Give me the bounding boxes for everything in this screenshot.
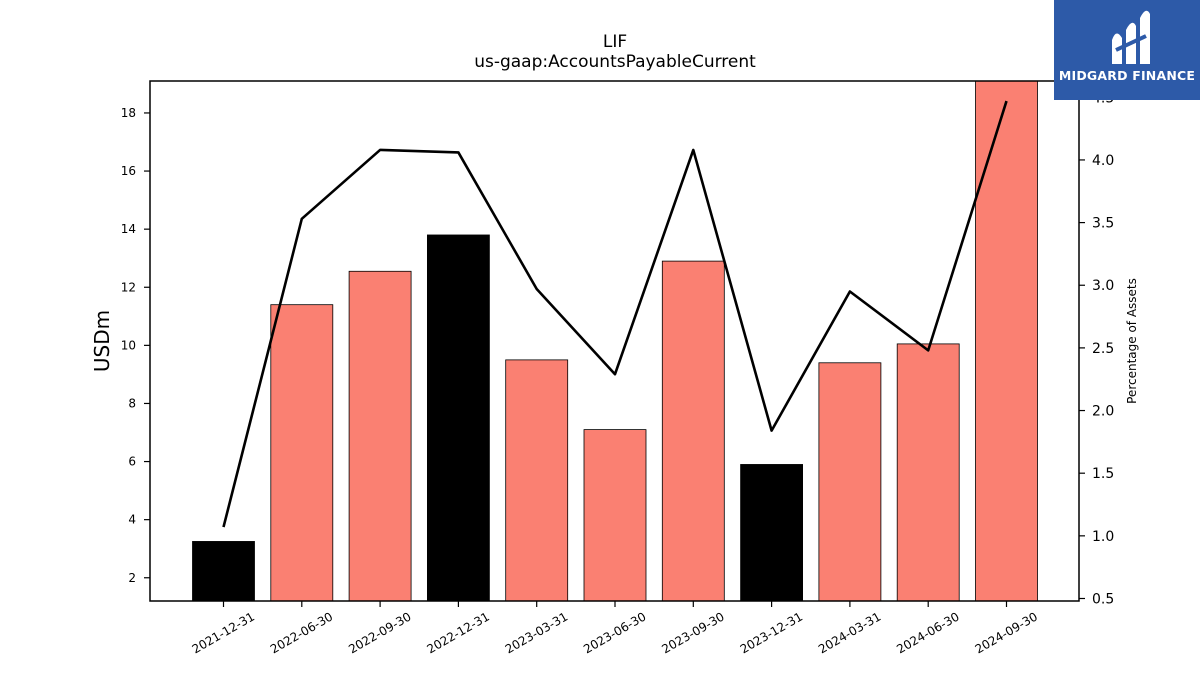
bar-2023-03-31 (505, 359, 569, 602)
bar-2023-12-31 (740, 464, 803, 602)
bar-2023-06-30 (583, 429, 647, 602)
y2-tick-label: 0.5 (1092, 591, 1114, 607)
y-tick-label: 2 (128, 571, 136, 585)
x-tick-label: 2023-06-30 (581, 609, 648, 656)
x-tick-label: 2024-09-30 (973, 609, 1040, 656)
y-tick-label: 8 (128, 396, 136, 410)
chart-subtitle: us-gaap:AccountsPayableCurrent (474, 52, 756, 72)
x-tick-label: 2022-09-30 (346, 609, 413, 656)
y2-axis: 0.51.01.52.02.53.03.54.04.5 (1079, 90, 1114, 607)
y-tick-label: 18 (121, 106, 136, 120)
x-tick-label: 2023-12-31 (738, 609, 805, 656)
y-tick-label: 4 (128, 513, 136, 527)
y2-tick-label: 1.5 (1092, 466, 1114, 482)
bar-2022-12-31 (426, 234, 490, 602)
bar-2024-06-30 (896, 343, 960, 602)
y-tick-label: 12 (121, 280, 136, 294)
x-tick-label: 2023-09-30 (659, 609, 726, 656)
y-tick-label: 14 (121, 222, 136, 236)
x-axis: 2021-12-31 2022-06-30 2022-09-30 2022-12-31… (190, 601, 1040, 656)
bar-2022-06-30 (270, 304, 334, 602)
y-tick-label: 6 (128, 455, 136, 469)
x-tick-label: 2022-12-31 (424, 609, 491, 656)
logo-text: MIDGARD FINANCE (1058, 68, 1196, 83)
y2-tick-label: 3.5 (1092, 216, 1114, 232)
chart-title: LIF (602, 32, 628, 52)
y-axis: 2 4 6 8 10 12 14 16 18 (121, 106, 150, 585)
percentage-line (222, 100, 1008, 528)
midgard-finance-logo: MIDGARD FINANCE (1054, 0, 1200, 100)
bar-2021-12-31 (192, 541, 255, 602)
line-layer (222, 100, 1008, 528)
y2-tick-label: 1.0 (1092, 529, 1114, 545)
y2-tick-label: 2.5 (1092, 341, 1114, 357)
bars-layer (192, 80, 1038, 602)
x-tick-label: 2022-06-30 (268, 609, 335, 656)
y2-tick-label: 4.0 (1092, 153, 1114, 169)
bar-2022-09-30 (348, 270, 412, 602)
y-tick-label: 16 (121, 164, 136, 178)
y2-axis-label: Percentage of Assets (1125, 278, 1139, 404)
bar-2024-03-31 (818, 362, 882, 602)
y-axis-label: USDm (90, 310, 114, 372)
x-tick-label: 2024-03-31 (816, 609, 883, 656)
y-tick-label: 10 (121, 338, 136, 352)
bar-2023-09-30 (661, 260, 725, 602)
bar-2024-09-30 (975, 80, 1038, 602)
midgard-logo-icon (1112, 10, 1150, 64)
x-tick-label: 2021-12-31 (190, 609, 257, 656)
y2-tick-label: 2.0 (1092, 404, 1114, 420)
y2-tick-label: 3.0 (1092, 278, 1114, 294)
x-tick-label: 2024-06-30 (894, 609, 961, 656)
x-tick-label: 2023-03-31 (503, 609, 570, 656)
